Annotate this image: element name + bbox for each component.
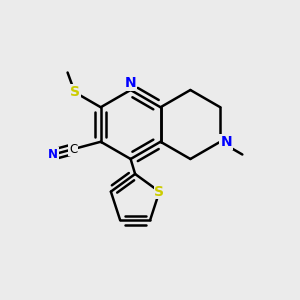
Text: N: N [220,135,232,149]
Text: S: S [70,85,80,99]
Text: N: N [48,148,58,161]
Text: N: N [125,76,136,90]
Text: S: S [154,184,164,199]
Text: C: C [69,142,77,156]
